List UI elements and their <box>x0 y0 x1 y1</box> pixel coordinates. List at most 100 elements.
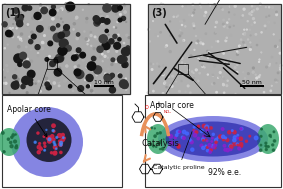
Circle shape <box>236 64 238 66</box>
Circle shape <box>149 41 150 42</box>
Circle shape <box>207 140 208 142</box>
Circle shape <box>237 144 239 146</box>
Circle shape <box>72 5 73 6</box>
Circle shape <box>227 27 228 29</box>
Circle shape <box>263 85 264 86</box>
Circle shape <box>126 46 130 49</box>
Circle shape <box>91 45 92 46</box>
Circle shape <box>17 20 23 27</box>
Circle shape <box>18 46 20 48</box>
Circle shape <box>184 55 186 57</box>
Circle shape <box>247 21 248 22</box>
Circle shape <box>237 52 239 53</box>
Circle shape <box>116 14 117 15</box>
Circle shape <box>246 29 247 30</box>
Circle shape <box>22 84 23 85</box>
Circle shape <box>180 71 181 72</box>
Text: Catalysis: Catalysis <box>141 139 179 149</box>
Circle shape <box>37 132 39 134</box>
Circle shape <box>66 2 75 11</box>
Circle shape <box>66 46 71 51</box>
Circle shape <box>229 26 230 28</box>
Circle shape <box>265 149 267 150</box>
Circle shape <box>156 63 158 64</box>
Circle shape <box>102 61 103 62</box>
Circle shape <box>7 138 10 140</box>
Circle shape <box>270 90 271 91</box>
Circle shape <box>181 24 183 26</box>
Circle shape <box>40 4 42 6</box>
Circle shape <box>22 76 30 84</box>
Circle shape <box>27 6 32 10</box>
Circle shape <box>99 21 100 22</box>
Circle shape <box>226 60 228 61</box>
Circle shape <box>181 136 184 139</box>
Circle shape <box>238 147 241 150</box>
Circle shape <box>252 71 254 73</box>
Circle shape <box>183 130 186 134</box>
Circle shape <box>14 81 18 85</box>
Circle shape <box>26 92 28 94</box>
Circle shape <box>243 91 244 92</box>
Circle shape <box>74 54 76 55</box>
Circle shape <box>253 10 254 11</box>
Circle shape <box>274 22 275 23</box>
Text: Apolar core: Apolar core <box>7 105 51 137</box>
Circle shape <box>95 18 101 24</box>
Circle shape <box>194 49 195 50</box>
Circle shape <box>68 5 71 8</box>
Circle shape <box>60 144 62 146</box>
Circle shape <box>64 29 66 31</box>
Circle shape <box>153 90 154 92</box>
Circle shape <box>125 78 127 79</box>
Circle shape <box>94 68 95 69</box>
Circle shape <box>125 89 127 90</box>
Circle shape <box>212 133 214 135</box>
Circle shape <box>34 12 41 19</box>
Circle shape <box>261 128 262 130</box>
Circle shape <box>194 130 196 133</box>
Circle shape <box>159 13 160 14</box>
Circle shape <box>249 135 250 137</box>
Circle shape <box>27 24 29 25</box>
Circle shape <box>276 14 277 15</box>
Circle shape <box>121 47 130 56</box>
Circle shape <box>78 65 80 67</box>
Circle shape <box>48 138 51 141</box>
Circle shape <box>267 85 268 86</box>
Circle shape <box>61 8 63 10</box>
Circle shape <box>229 19 230 20</box>
Circle shape <box>105 29 108 33</box>
Circle shape <box>205 139 207 141</box>
Circle shape <box>173 16 174 17</box>
Circle shape <box>45 82 49 86</box>
Circle shape <box>89 84 90 86</box>
Circle shape <box>200 130 203 132</box>
Circle shape <box>26 22 27 23</box>
Circle shape <box>10 145 13 148</box>
Circle shape <box>43 43 44 44</box>
Circle shape <box>111 58 115 62</box>
Circle shape <box>50 152 53 154</box>
Circle shape <box>78 86 83 91</box>
Circle shape <box>271 56 273 58</box>
Circle shape <box>34 141 36 143</box>
Circle shape <box>120 75 121 76</box>
Circle shape <box>147 92 149 94</box>
Circle shape <box>175 134 178 136</box>
Circle shape <box>269 15 270 16</box>
Circle shape <box>18 36 19 38</box>
Bar <box>2 4 130 94</box>
Circle shape <box>94 20 100 26</box>
Circle shape <box>213 83 215 84</box>
Circle shape <box>205 33 207 34</box>
Circle shape <box>58 142 62 146</box>
Circle shape <box>64 80 66 82</box>
Circle shape <box>50 12 52 14</box>
Circle shape <box>123 42 125 44</box>
Circle shape <box>117 34 119 36</box>
Circle shape <box>107 86 109 87</box>
Circle shape <box>13 75 17 79</box>
Circle shape <box>41 19 42 20</box>
Circle shape <box>108 82 109 84</box>
